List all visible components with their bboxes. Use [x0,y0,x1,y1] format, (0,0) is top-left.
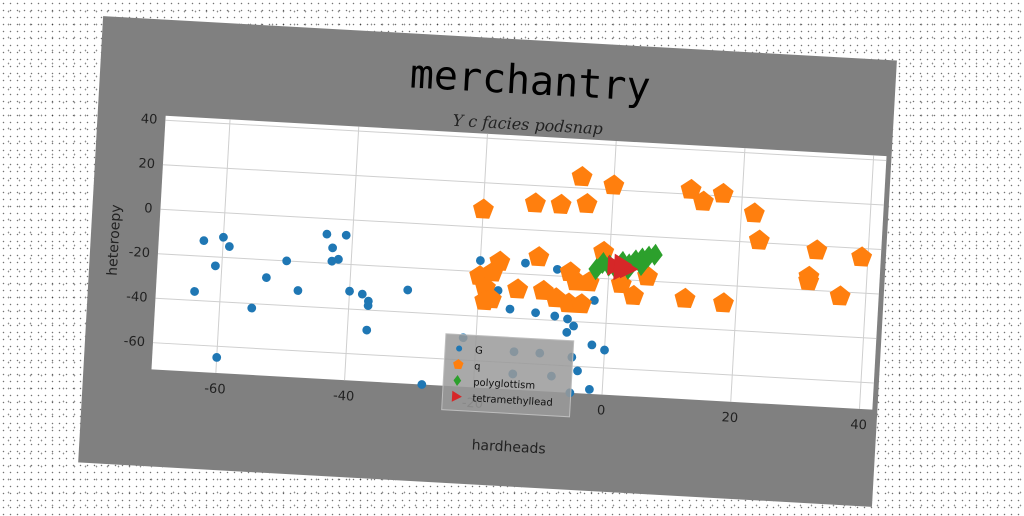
data-point [219,232,228,242]
data-point [713,292,734,313]
y-gridline [165,119,887,162]
data-point [505,304,515,314]
data-point [806,239,828,260]
data-point [362,325,372,335]
data-point [417,380,427,389]
data-point [247,303,257,313]
legend: Gq polyglottism tetramethyllead [441,333,575,418]
x-tick-label: 0 [597,403,606,418]
data-point [633,254,650,277]
data-point [743,202,765,223]
x-tick-label: 20 [721,410,738,426]
data-point [528,246,550,267]
data-point [521,258,530,268]
legend-entry: tetramethyllead [472,393,553,408]
legend-marker [456,345,463,352]
data-point [282,256,292,266]
data-point [692,190,714,211]
data-point [403,285,413,295]
data-point [524,192,546,213]
data-point [571,166,593,187]
data-point [674,287,696,308]
legend-entry: q [474,361,481,372]
data-point [531,308,540,318]
x-gridline [730,148,746,402]
y-tick-label: 40 [140,112,157,128]
data-point [562,327,572,337]
data-point [507,278,529,299]
data-point [623,284,645,306]
data-point [712,182,734,204]
series-0 [190,229,609,398]
legend-entry: polyglottism [473,377,536,391]
data-point [573,366,582,376]
data-point [212,353,222,362]
data-point [261,273,271,283]
data-point [569,321,578,331]
data-point [851,246,873,267]
x-gridline [215,119,231,374]
series-1 [469,166,873,314]
y-axis-label: heteroepy [105,204,125,276]
data-point [334,254,343,264]
data-point [647,243,663,266]
legend-marker [453,359,464,370]
data-point [585,385,594,394]
data-point [587,340,597,350]
y-gridline [155,297,877,339]
data-point [473,198,494,219]
x-gridline [858,155,875,409]
data-point [357,289,367,299]
data-point [798,270,820,291]
data-point [570,293,592,314]
legend-marker [451,390,462,402]
legend-marker [453,374,462,386]
data-point [550,311,560,321]
data-point [199,236,209,246]
x-tick-label: -60 [204,381,226,397]
y-tick-label: 0 [144,201,153,216]
y-gridline [162,164,884,206]
data-point [293,286,303,295]
data-point [613,253,633,274]
data-point [345,286,354,296]
x-tick-label: -40 [333,389,355,405]
legend-box [441,333,575,418]
y-gridline [157,253,879,295]
data-point [595,251,611,274]
y-tick-label: -20 [128,245,150,261]
series-3 [607,253,639,281]
y-tick-label: 20 [138,156,155,172]
data-marks [190,166,873,398]
data-point [341,230,351,240]
data-point [363,301,373,311]
data-point [589,296,599,305]
data-point [603,174,625,195]
data-point [576,193,598,214]
data-point [224,242,234,251]
data-point [550,193,572,215]
data-point [563,314,572,324]
x-tick-label: 40 [850,417,867,433]
data-point [480,288,502,309]
x-axis-label: hardheads [471,437,546,457]
y-tick-label: -40 [126,290,148,306]
data-point [600,345,609,355]
data-point [328,243,338,253]
data-point [210,261,220,271]
data-point [680,178,702,200]
data-point [489,250,511,271]
data-point [748,229,770,250]
data-point [190,287,199,296]
data-point [322,229,332,239]
y-tick-label: -60 [123,334,145,350]
data-point [552,264,562,274]
data-point [475,256,485,265]
data-point [829,285,851,306]
x-gridline [344,126,360,381]
legend-entry: G [475,345,483,356]
plot-area [151,115,887,410]
